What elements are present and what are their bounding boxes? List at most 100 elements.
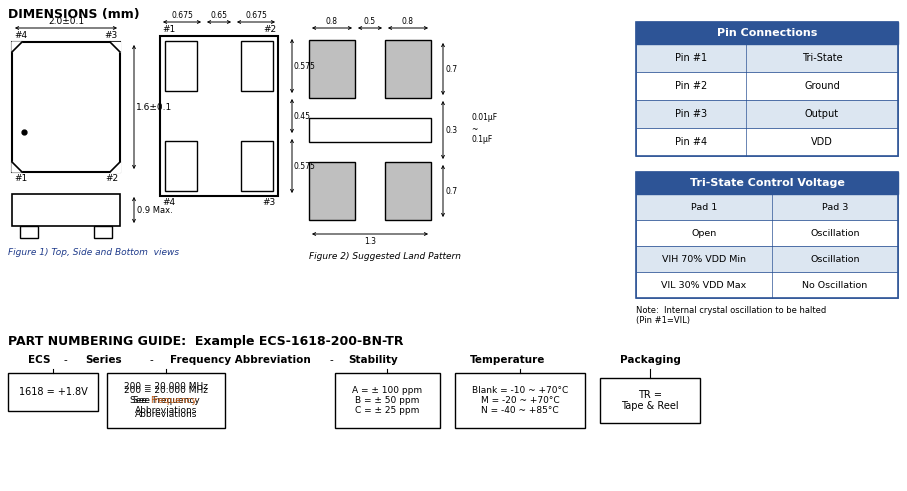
Text: -: -: [150, 355, 154, 365]
Text: ECS: ECS: [28, 355, 51, 365]
Polygon shape: [12, 42, 22, 52]
Bar: [636, 128, 898, 156]
Text: 1.3: 1.3: [364, 237, 376, 246]
Bar: [600, 378, 700, 423]
Text: VDD: VDD: [811, 137, 833, 147]
Text: Note:  Internal crystal oscillation to be halted
(Pin #1=VIL): Note: Internal crystal oscillation to be…: [636, 306, 826, 326]
Text: 2.0±0.1: 2.0±0.1: [48, 17, 84, 26]
Text: N = -40 ~ +85°C: N = -40 ~ +85°C: [482, 407, 559, 415]
Bar: [636, 172, 898, 194]
Text: 0.7: 0.7: [446, 187, 458, 195]
Bar: [160, 36, 278, 196]
Bar: [12, 194, 120, 226]
Bar: [107, 373, 225, 428]
Text: B = ± 50 ppm: B = ± 50 ppm: [356, 396, 420, 405]
Text: 0.675: 0.675: [245, 11, 267, 20]
Text: VIL 30% VDD Max: VIL 30% VDD Max: [661, 280, 746, 290]
Bar: [636, 220, 898, 246]
Text: #1: #1: [14, 174, 27, 183]
Text: 0.5: 0.5: [364, 17, 376, 26]
Bar: [385, 40, 431, 98]
Text: 200 = 20.000 MHz: 200 = 20.000 MHz: [124, 382, 208, 391]
Text: Figure 1) Top, Side and Bottom  views: Figure 1) Top, Side and Bottom views: [8, 248, 179, 257]
Text: Pin #3: Pin #3: [675, 109, 707, 119]
Bar: [636, 22, 898, 156]
Text: #3: #3: [104, 31, 118, 40]
Text: M = -20 ~ +70°C: M = -20 ~ +70°C: [481, 396, 560, 405]
Bar: [165, 41, 197, 91]
Text: TR =: TR =: [638, 390, 662, 400]
Polygon shape: [110, 42, 120, 52]
Text: 0.45: 0.45: [294, 111, 311, 120]
Text: Pad 3: Pad 3: [822, 202, 848, 212]
Bar: [94, 226, 112, 238]
Text: 0.575: 0.575: [294, 61, 316, 71]
Text: Figure 2) Suggested Land Pattern: Figure 2) Suggested Land Pattern: [309, 252, 461, 261]
Bar: [636, 72, 898, 100]
Text: 0.65: 0.65: [210, 11, 228, 20]
Text: Pin #2: Pin #2: [675, 81, 707, 91]
Text: Temperature: Temperature: [470, 355, 545, 365]
Text: Pin #1: Pin #1: [675, 53, 707, 63]
Text: 0.575: 0.575: [294, 162, 316, 170]
Bar: [636, 44, 898, 72]
Bar: [309, 40, 355, 98]
Text: 0.9 Max.: 0.9 Max.: [137, 206, 172, 215]
Bar: [455, 373, 585, 428]
Text: 0.1µF: 0.1µF: [471, 135, 493, 144]
Bar: [165, 141, 197, 191]
Text: PART NUMBERING GUIDE:  Example ECS-1618-200-BN-TR: PART NUMBERING GUIDE: Example ECS-1618-2…: [8, 335, 404, 348]
Text: Frequency: Frequency: [150, 396, 197, 405]
Text: Blank = -10 ~ +70°C: Blank = -10 ~ +70°C: [472, 385, 568, 395]
Text: Ground: Ground: [805, 81, 840, 91]
Text: A = ± 100 ppm: A = ± 100 ppm: [353, 385, 423, 395]
Bar: [8, 373, 98, 411]
Text: 0.7: 0.7: [446, 64, 458, 74]
Bar: [636, 22, 898, 44]
Bar: [20, 226, 38, 238]
Text: Oscillation: Oscillation: [810, 228, 860, 238]
Text: #4: #4: [162, 198, 175, 207]
Text: DIMENSIONS (mm): DIMENSIONS (mm): [8, 8, 140, 21]
Text: 0.8: 0.8: [326, 17, 338, 26]
Text: Pin Connections: Pin Connections: [717, 28, 817, 38]
Bar: [241, 41, 273, 91]
Polygon shape: [12, 162, 22, 172]
Text: ~: ~: [471, 125, 477, 134]
Text: -: -: [330, 355, 334, 365]
Text: Tape & Reel: Tape & Reel: [621, 401, 678, 411]
Text: 1618 = +1.8V: 1618 = +1.8V: [19, 387, 87, 397]
Text: 0.3: 0.3: [446, 126, 458, 135]
Bar: [12, 42, 120, 172]
Bar: [241, 141, 273, 191]
Text: See Frequency: See Frequency: [132, 396, 200, 405]
Polygon shape: [110, 162, 120, 172]
Text: Tri-State Control Voltage: Tri-State Control Voltage: [689, 178, 844, 188]
Text: Oscillation: Oscillation: [810, 254, 860, 264]
Bar: [636, 100, 898, 128]
Text: Stability: Stability: [348, 355, 398, 365]
Text: Pad 1: Pad 1: [691, 202, 717, 212]
Bar: [309, 162, 355, 220]
Text: Abbreviations: Abbreviations: [135, 410, 197, 419]
Text: -: -: [64, 355, 68, 365]
Bar: [636, 172, 898, 298]
Text: Open: Open: [691, 228, 717, 238]
Text: Packaging: Packaging: [620, 355, 681, 365]
Bar: [385, 162, 431, 220]
Text: VIH 70% VDD Min: VIH 70% VDD Min: [662, 254, 746, 264]
Text: C = ± 25 ppm: C = ± 25 ppm: [356, 407, 420, 415]
Text: No Oscillation: No Oscillation: [803, 280, 868, 290]
Text: See: See: [130, 396, 150, 405]
Text: #2: #2: [105, 174, 118, 183]
Bar: [309, 118, 431, 142]
Text: Pin #4: Pin #4: [675, 137, 707, 147]
Text: Series: Series: [85, 355, 122, 365]
Text: 1.6±0.1: 1.6±0.1: [136, 103, 172, 111]
Bar: [636, 272, 898, 298]
Text: Tri-State: Tri-State: [802, 53, 843, 63]
Text: 0.675: 0.675: [171, 11, 193, 20]
Text: Abbreviations: Abbreviations: [135, 407, 197, 415]
Text: Frequency Abbreviation: Frequency Abbreviation: [170, 355, 311, 365]
Bar: [636, 246, 898, 272]
